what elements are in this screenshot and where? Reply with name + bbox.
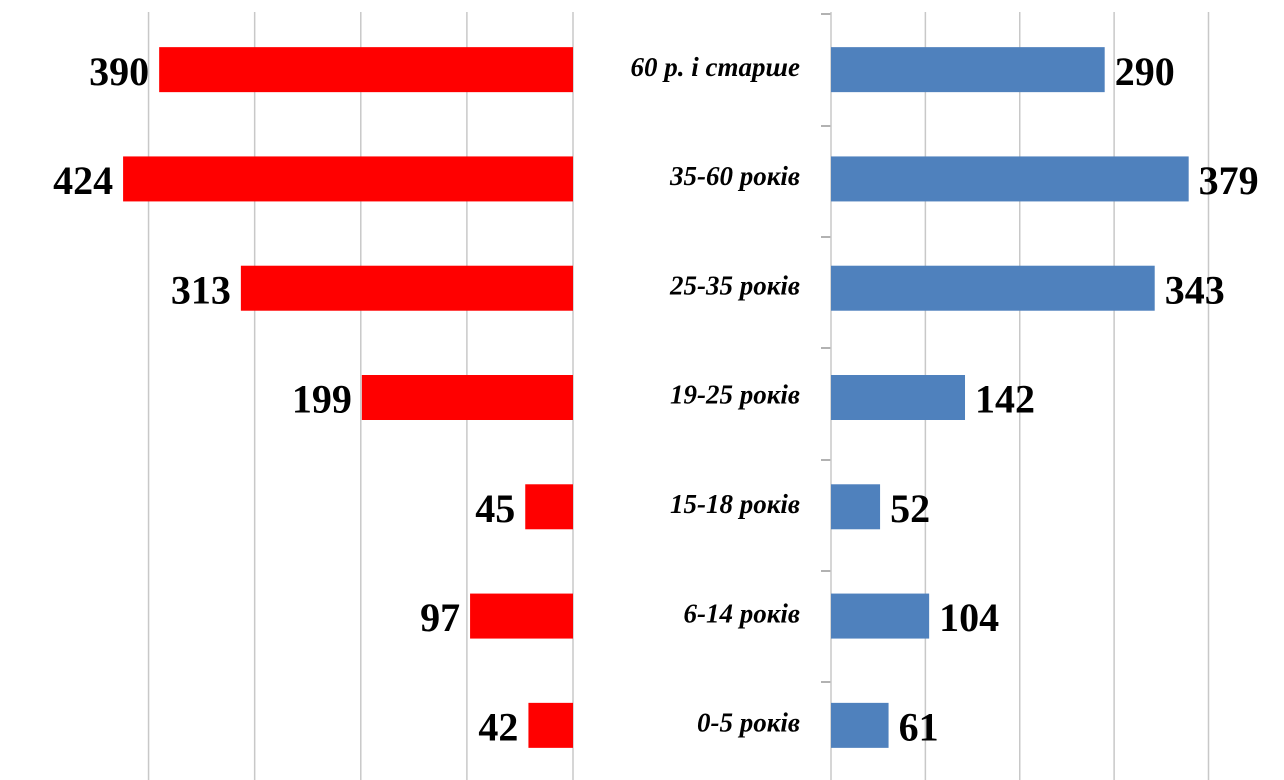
- category-label: 19-25 років: [670, 380, 800, 410]
- bar: [528, 702, 573, 748]
- value-label: 142: [975, 377, 1035, 422]
- value-label: 379: [1199, 158, 1259, 203]
- bar: [831, 375, 966, 420]
- bar: [470, 593, 573, 639]
- value-label: 313: [171, 267, 231, 312]
- bar: [525, 484, 573, 530]
- value-label: 42: [478, 705, 518, 750]
- value-label: 52: [890, 486, 930, 531]
- value-label: 45: [475, 486, 515, 531]
- category-label: 0-5 років: [697, 708, 800, 738]
- bar: [831, 702, 889, 748]
- category-label: 15-18 років: [670, 489, 800, 519]
- value-label: 424: [53, 158, 113, 203]
- bar: [159, 47, 573, 93]
- category-label: 6-14 років: [684, 598, 801, 628]
- value-label: 390: [89, 49, 149, 94]
- bar: [831, 156, 1189, 202]
- bar: [831, 265, 1155, 311]
- axis-dashes: [821, 13, 831, 683]
- bar: [831, 593, 930, 639]
- category-label: 35-60 років: [669, 161, 800, 191]
- category-label: 25-35 років: [669, 270, 800, 300]
- value-label: 290: [1115, 49, 1175, 94]
- value-label: 343: [1165, 267, 1225, 312]
- value-label: 97: [420, 595, 460, 640]
- bar: [240, 265, 573, 311]
- value-label: 104: [939, 595, 999, 640]
- category-label: 60 р. і старше: [631, 52, 800, 82]
- value-label: 61: [899, 705, 939, 750]
- value-label: 199: [292, 377, 352, 422]
- bar: [123, 156, 573, 202]
- bar: [831, 47, 1105, 93]
- bar: [831, 484, 881, 530]
- bar: [361, 375, 573, 420]
